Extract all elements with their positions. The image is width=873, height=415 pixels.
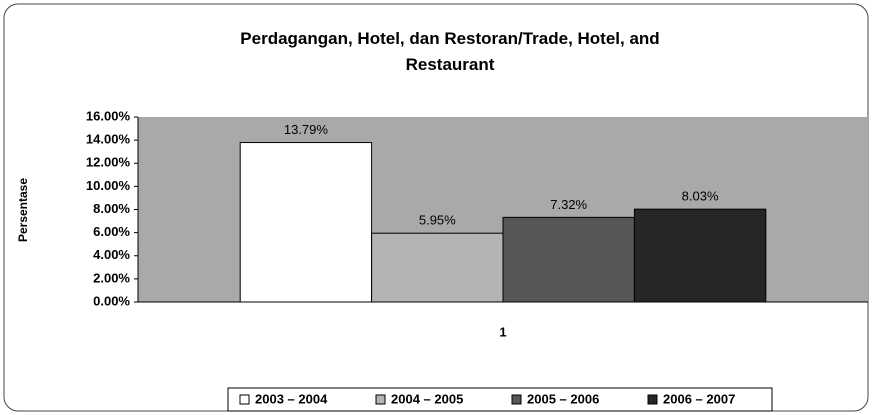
legend-label: 2003 – 2004 (255, 391, 328, 406)
legend-box (227, 387, 773, 412)
legend-label: 2005 – 2006 (527, 391, 599, 406)
bar (633, 208, 767, 303)
y-tick-label: 4.00% (93, 247, 130, 262)
legend-swatch (375, 394, 386, 405)
x-tick-label: 1 (499, 324, 506, 339)
legend-swatch (647, 394, 658, 405)
bar (502, 216, 635, 303)
data-label: 7.32% (550, 197, 587, 212)
y-tick-label: 2.00% (93, 270, 130, 285)
y-tick-label: 16.00% (86, 108, 131, 123)
legend-swatch (239, 394, 250, 405)
y-axis-label: Persentase (16, 178, 30, 242)
legend-label: 2004 – 2005 (391, 391, 463, 406)
y-tick-label: 10.00% (86, 178, 131, 193)
chart-title: Perdagangan, Hotel, dan Restoran/Trade, … (240, 29, 659, 74)
y-tick-label: 8.00% (93, 201, 130, 216)
legend-swatch (511, 394, 522, 405)
y-tick-label: 12.00% (86, 155, 131, 170)
y-tick-label: 14.00% (86, 132, 131, 147)
data-label: 13.79% (284, 122, 329, 137)
y-tick-label: 6.00% (93, 224, 130, 239)
bar (239, 142, 373, 303)
bar (371, 232, 504, 303)
data-label: 8.03% (682, 189, 719, 204)
legend-label: 2006 – 2007 (663, 391, 735, 406)
data-label: 5.95% (419, 213, 456, 228)
y-tick-label: 0.00% (93, 293, 130, 308)
